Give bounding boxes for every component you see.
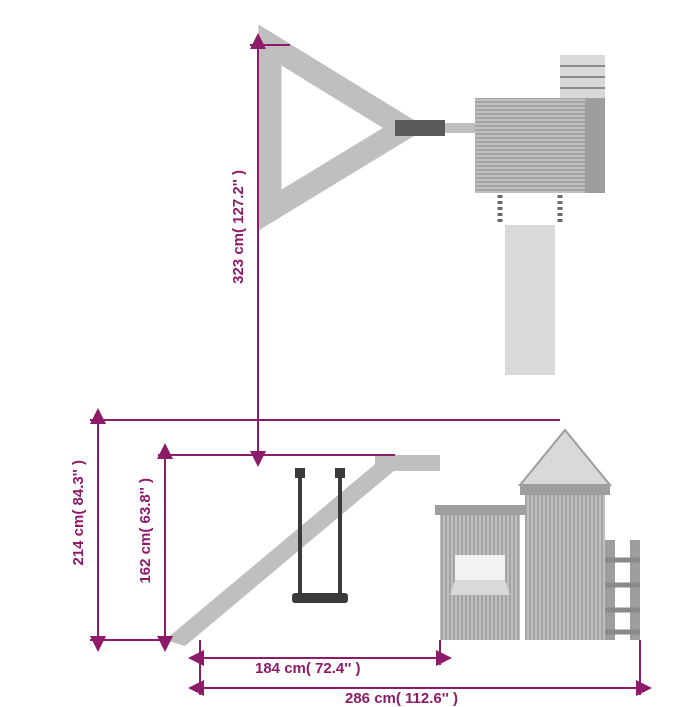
dim-height-total: 214 cm( 84.3'' ) — [70, 460, 87, 566]
dim-width-swing: 184 cm( 72.4'' ) — [255, 660, 361, 677]
dim-depth: 323 cm( 127.2'' ) — [230, 170, 247, 284]
dim-height-swing: 162 cm( 63.8'' ) — [137, 478, 154, 584]
dim-width-total: 286 cm( 112.6'' ) — [345, 690, 458, 707]
dimension-diagram — [0, 0, 700, 700]
elevation-view — [165, 430, 640, 646]
plan-view — [270, 45, 605, 375]
